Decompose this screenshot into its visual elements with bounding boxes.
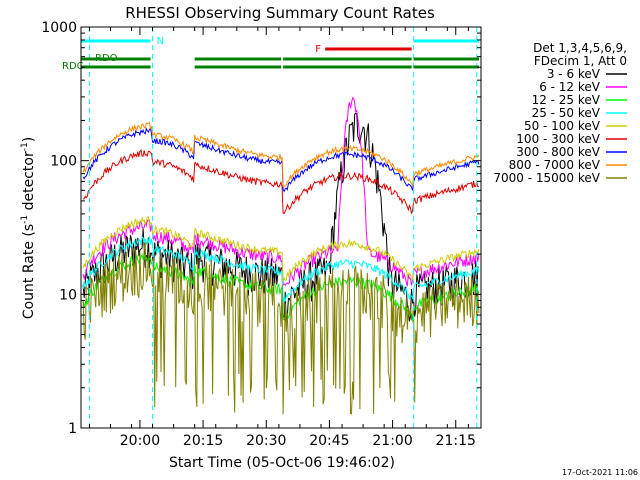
series-line [82, 127, 480, 193]
series-50-100-keV [82, 216, 480, 282]
x-tick-label: 21:15 [436, 433, 476, 449]
x-tick-label: 20:45 [309, 433, 349, 449]
flag-label: RDC [62, 61, 84, 72]
legend-item-label: 6 - 12 keV [539, 80, 601, 94]
series-100-300-keV [82, 149, 479, 215]
y-tick-label: 10 [59, 287, 77, 303]
legend-item-label: 300 - 800 keV [516, 145, 600, 159]
series-line [82, 235, 480, 303]
y-axis-label-sup1: -1 [20, 215, 30, 224]
flag-f: F [315, 44, 412, 55]
axes: 20:00 20:15 20:30 20:45 21:00 21:15 1 10 100 1000 [41, 20, 481, 449]
y-axis-label-main: Count Rate (s [21, 224, 37, 319]
legend-header-1: Det 1,3,4,5,6,9, [533, 41, 627, 55]
legend-item-label: 100 - 300 keV [516, 132, 600, 146]
flag-label: N [157, 36, 164, 47]
legend-item-label: 3 - 6 keV [547, 67, 601, 81]
flag-rdo: RDO [81, 53, 479, 64]
flag-label: RDO [95, 53, 118, 64]
legend-header-2: FDecim 1, Att 0 [534, 54, 627, 68]
y-axis-label: Count Rate (s-1 detector-1) [20, 137, 37, 319]
y-tick-label: 1 [68, 421, 77, 437]
series-line [82, 242, 480, 415]
series-25-50-keV [82, 235, 480, 303]
y-tick-label: 1000 [41, 20, 77, 36]
x-axis-label: Start Time (05-Oct-06 19:46:02) [169, 455, 395, 471]
plot-frame [80, 26, 482, 429]
x-tick-label: 20:30 [246, 433, 286, 449]
flag-n: N [81, 36, 479, 47]
series-300-800-keV [82, 127, 480, 193]
x-tick-label: 21:00 [372, 433, 412, 449]
x-tick-label: 20:15 [183, 433, 223, 449]
legend: Det 1,3,4,5,6,9, FDecim 1, Att 0 3 - 6 k… [493, 41, 627, 185]
legend-item-label: 12 - 25 keV [532, 93, 601, 107]
y-axis-label-end: ) [21, 137, 37, 142]
series-line [82, 149, 479, 215]
chart-title: RHESSI Observing Summary Count Rates [125, 4, 435, 22]
series-line [82, 121, 480, 187]
flag-label: F [315, 44, 321, 55]
legend-item-label: 25 - 50 keV [532, 106, 601, 120]
legend-item-label: 50 - 100 keV [524, 119, 601, 133]
x-tick-label: 20:00 [120, 433, 160, 449]
y-axis-label-sup2: -1 [20, 142, 30, 151]
legend-item-label: 7000 - 15000 keV [493, 171, 600, 185]
legend-item-label: 800 - 7000 keV [509, 158, 601, 172]
series-800-7000-keV [82, 121, 480, 187]
y-tick-label: 100 [50, 154, 77, 170]
flag-rdc: RDC [62, 61, 479, 72]
y-axis-label-mid: detector [21, 151, 37, 215]
series-line [82, 216, 480, 282]
timestamp: 17-Oct-2021 11:06 [562, 468, 638, 477]
plot-area: N F RDO RDC [62, 27, 480, 428]
series-7000-15000-keV [82, 242, 480, 415]
